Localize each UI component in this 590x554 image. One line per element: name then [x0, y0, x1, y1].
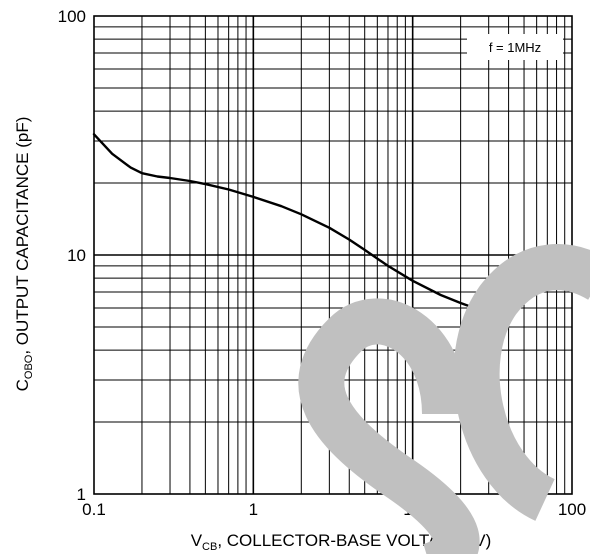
y-axis-title: COBO, OUTPUT CAPACITANCE (pF) [13, 117, 35, 392]
y-tick-label: 100 [58, 7, 86, 26]
x-tick-label: 1 [249, 500, 258, 519]
annotation-box: f = 1MHz [467, 34, 563, 60]
y-tick-label: 10 [67, 246, 86, 265]
x-axis-title: VCB, COLLECTOR-BASE VOLTAGE (V) [191, 531, 492, 553]
frequency-annotation: f = 1MHz [489, 40, 541, 55]
x-tick-label: 100 [558, 500, 586, 519]
y-tick-labels: 1 10 100 [58, 7, 86, 504]
watermark-logo [298, 244, 590, 554]
capacitance-curve [92, 133, 510, 323]
x-tick-label: 0.1 [82, 500, 106, 519]
y-tick-label: 1 [77, 485, 86, 504]
